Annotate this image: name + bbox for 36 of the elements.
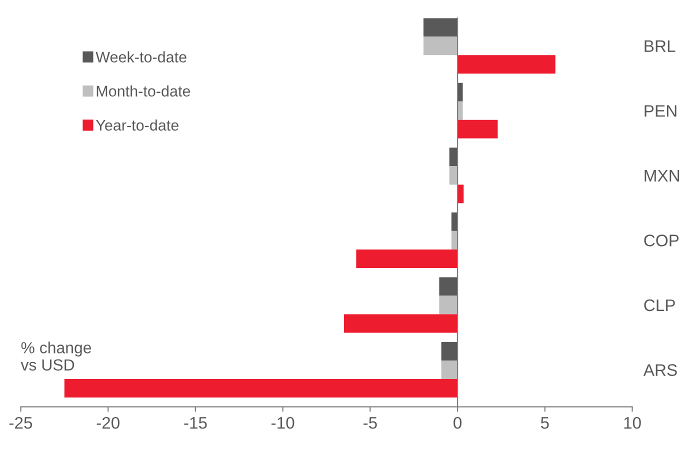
legend-label: Year-to-date xyxy=(96,119,178,131)
bar xyxy=(449,166,458,185)
y-tick-label: BRL xyxy=(644,40,676,52)
y-tick-label: COP xyxy=(644,234,679,246)
bar xyxy=(458,101,463,120)
x-tick-label: 5 xyxy=(540,417,549,429)
bar xyxy=(356,249,458,268)
bar xyxy=(458,184,464,204)
bar xyxy=(458,82,463,102)
bar xyxy=(423,36,458,56)
bar xyxy=(451,230,458,250)
bar xyxy=(423,18,458,37)
bar xyxy=(64,379,458,398)
y-tick-label: CLP xyxy=(644,299,675,312)
bar xyxy=(458,55,556,74)
bar xyxy=(344,314,458,333)
x-tick-label: -25 xyxy=(9,416,32,429)
bar xyxy=(439,277,458,296)
legend-label: Month-to-date xyxy=(96,85,190,97)
x-tick-label: -15 xyxy=(184,417,207,429)
bar xyxy=(449,148,458,166)
x-tick-label: -5 xyxy=(364,417,377,429)
y-tick-label: MXN xyxy=(644,170,680,182)
y-tick-label: PEN xyxy=(644,105,676,117)
bar xyxy=(458,120,498,138)
bar xyxy=(451,212,458,231)
legend-label: Week-to-date xyxy=(96,51,186,62)
y-tick-label: ARS xyxy=(643,364,677,376)
bar xyxy=(441,360,458,380)
x-tick-label: 0 xyxy=(454,416,462,429)
annotation: % change vs USD xyxy=(20,342,92,371)
x-tick-label: -10 xyxy=(272,416,294,429)
x-tick-label: 10 xyxy=(624,416,641,429)
x-tick-label: -20 xyxy=(96,416,120,429)
bar xyxy=(439,296,458,314)
bar xyxy=(441,342,458,361)
